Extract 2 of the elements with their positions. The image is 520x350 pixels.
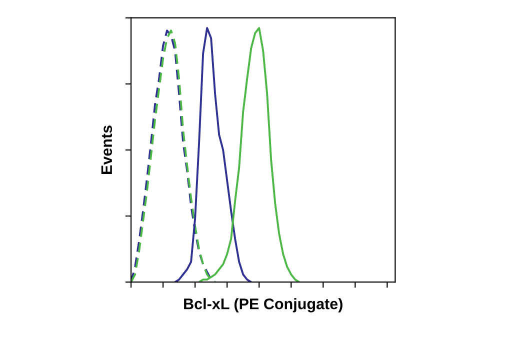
x-axis-title: Bcl-xL (PE Conjugate) (184, 298, 342, 312)
y-axis-title: Events (101, 126, 112, 174)
